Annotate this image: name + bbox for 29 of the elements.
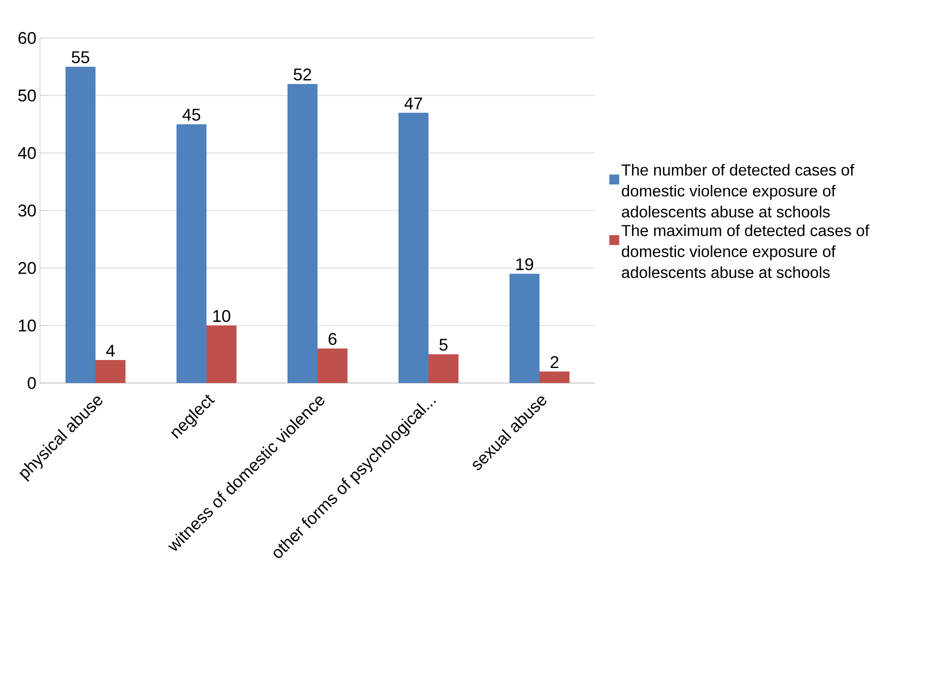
data-label: 19 xyxy=(516,258,534,270)
bar xyxy=(510,274,540,383)
bar xyxy=(66,66,96,383)
data-label: 45 xyxy=(182,108,200,121)
legend-label: The number of detected cases of domestic violence exposure of adolescents abuse at schools xyxy=(622,164,854,218)
bar xyxy=(398,112,428,383)
y-tick-label: 50 xyxy=(18,90,36,102)
data-label: 5 xyxy=(439,338,448,351)
data-label: 4 xyxy=(106,344,115,356)
bar xyxy=(206,326,236,383)
legend-label: The maximum of detected cases of domestic violence exposure of adolescents abuse at schools xyxy=(622,224,870,278)
y-tick-label: 60 xyxy=(18,32,36,44)
bar xyxy=(540,372,570,383)
bar xyxy=(318,348,348,383)
bar xyxy=(428,354,458,383)
data-label: 2 xyxy=(550,356,558,368)
data-label: 55 xyxy=(72,51,90,64)
bar xyxy=(288,84,318,383)
y-tick-label: 0 xyxy=(28,377,36,389)
data-label: 10 xyxy=(213,310,230,322)
y-tick-label: 10 xyxy=(18,320,36,332)
bar xyxy=(176,124,206,383)
y-tick-label: 20 xyxy=(18,262,36,274)
data-label: 52 xyxy=(294,68,312,80)
y-tick-label: 40 xyxy=(18,147,36,159)
data-label: 6 xyxy=(328,332,336,345)
bar xyxy=(96,360,126,383)
y-tick-label: 30 xyxy=(18,204,36,216)
data-label: 47 xyxy=(404,98,422,110)
